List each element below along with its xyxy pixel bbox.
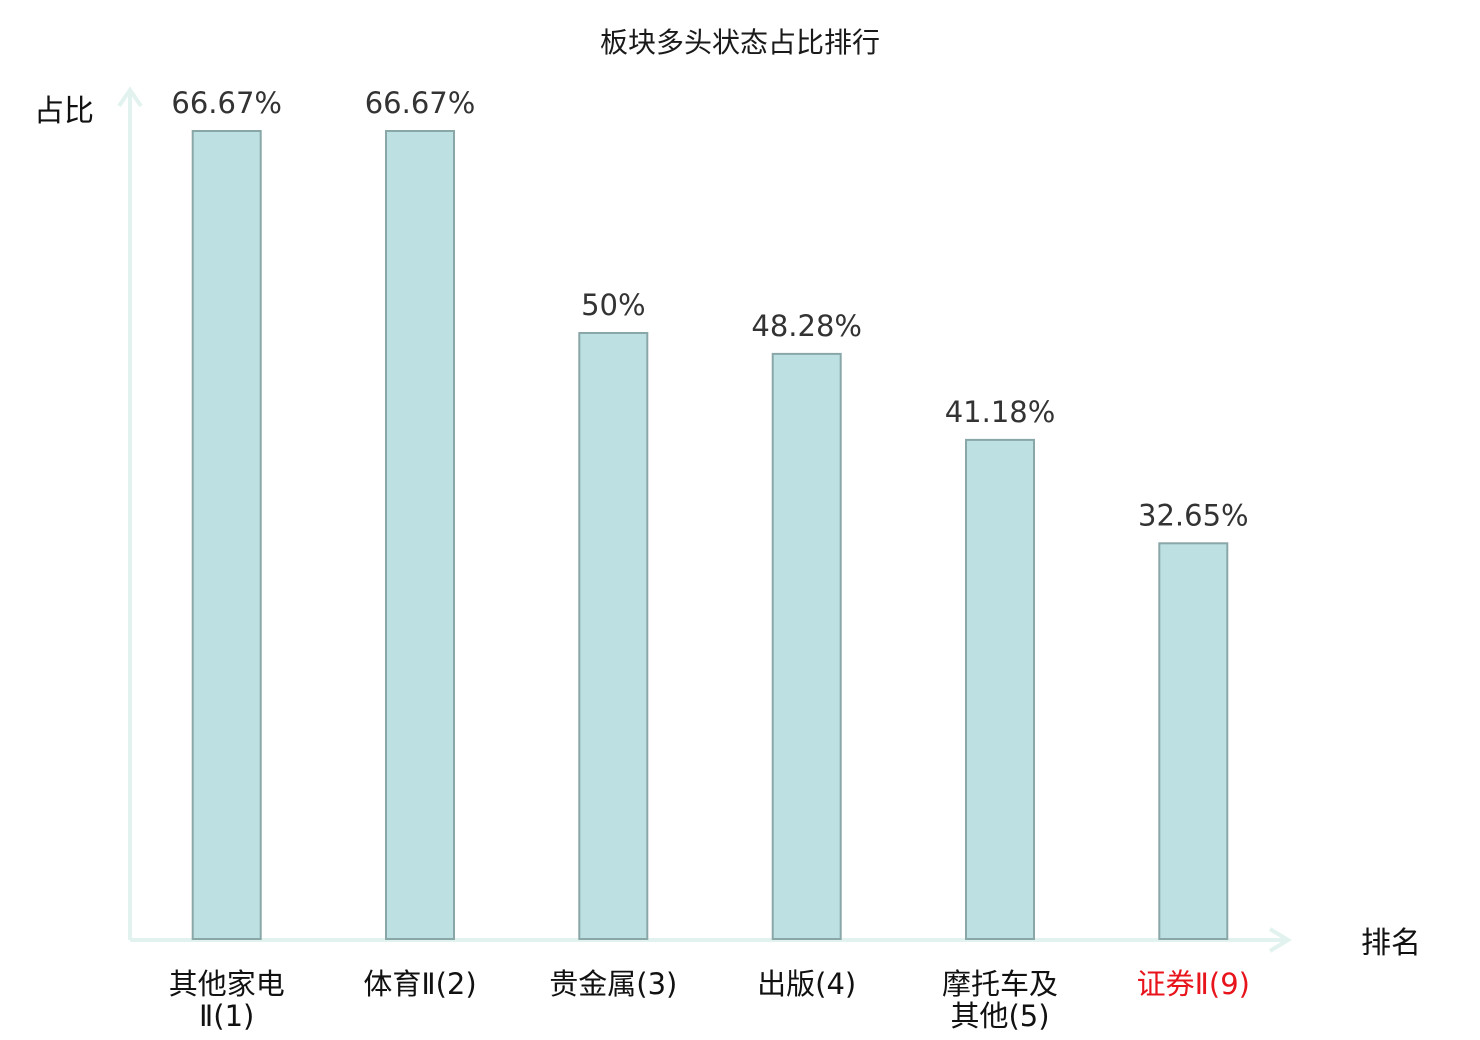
y-axis-arrow-icon	[117, 86, 143, 108]
bars	[191, 130, 1229, 940]
bar-1	[191, 130, 262, 940]
y-axis-label: 占比	[34, 94, 94, 129]
category-label-6: 证券Ⅱ(9)	[1137, 967, 1250, 1001]
category-label-3: 贵金属(3)	[549, 967, 677, 1001]
bar-2	[385, 130, 455, 940]
value-label-6: 32.65%	[1138, 498, 1249, 532]
category-labels: 其他家电 Ⅱ(1) 体育Ⅱ(2) 贵金属(3) 出版(4) 摩托车及其他(5) 证券Ⅱ(9)	[169, 967, 1250, 1033]
axes	[117, 86, 1292, 953]
value-label-4: 48.28%	[751, 309, 862, 343]
x-axis-arrow-icon	[1268, 927, 1292, 953]
value-label-5: 41.18%	[945, 395, 1056, 429]
value-label-3: 50%	[581, 288, 645, 322]
category-label-1: 其他家电 Ⅱ(1)	[169, 967, 285, 1033]
value-labels: 66.67% 66.67% 50% 48.28% 41.18% 32.65%	[171, 86, 1248, 532]
category-label-2: 体育Ⅱ(2)	[363, 967, 476, 1001]
category-label-4: 出版(4)	[757, 967, 856, 1001]
chart-title: 板块多头状态占比排行	[600, 26, 880, 59]
value-label-1: 66.67%	[171, 86, 282, 120]
bar-5	[965, 438, 1035, 940]
category-label-5: 摩托车及其他(5)	[942, 967, 1058, 1033]
x-axis-label: 排名	[1361, 926, 1421, 961]
value-label-2: 66.67%	[365, 86, 476, 120]
bar-6	[1158, 542, 1229, 940]
bar-4	[771, 352, 842, 940]
bar-3	[578, 332, 649, 940]
